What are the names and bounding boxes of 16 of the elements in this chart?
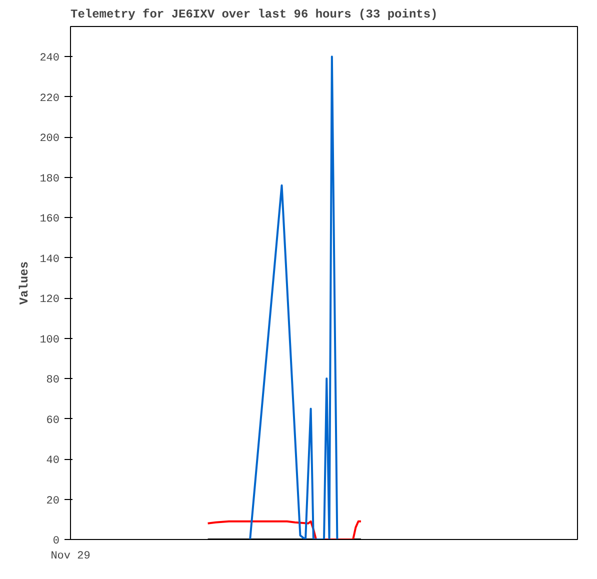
y-tick-label: 60 xyxy=(46,414,60,427)
chart-title: Telemetry for JE6IXV over last 96 hours (33 points) xyxy=(70,8,438,22)
y-tick-label: 180 xyxy=(40,173,60,186)
y-tick-label: 40 xyxy=(46,455,60,468)
y-tick-label: 100 xyxy=(40,334,60,346)
y-tick-label: 240 xyxy=(40,52,60,65)
y-tick-label: 80 xyxy=(46,374,60,387)
y-tick-label: 140 xyxy=(40,254,60,266)
y-tick-label: 220 xyxy=(40,92,60,105)
y-axis-title: Values xyxy=(18,261,32,305)
y-tick-label: 200 xyxy=(40,133,60,146)
y-tick-label: 20 xyxy=(46,495,60,508)
y-tick-label: 0 xyxy=(52,536,60,548)
y-tick-label: 120 xyxy=(40,294,60,306)
x-tick-label: Nov 29 xyxy=(50,550,90,562)
y-tick-label: 160 xyxy=(40,214,60,226)
